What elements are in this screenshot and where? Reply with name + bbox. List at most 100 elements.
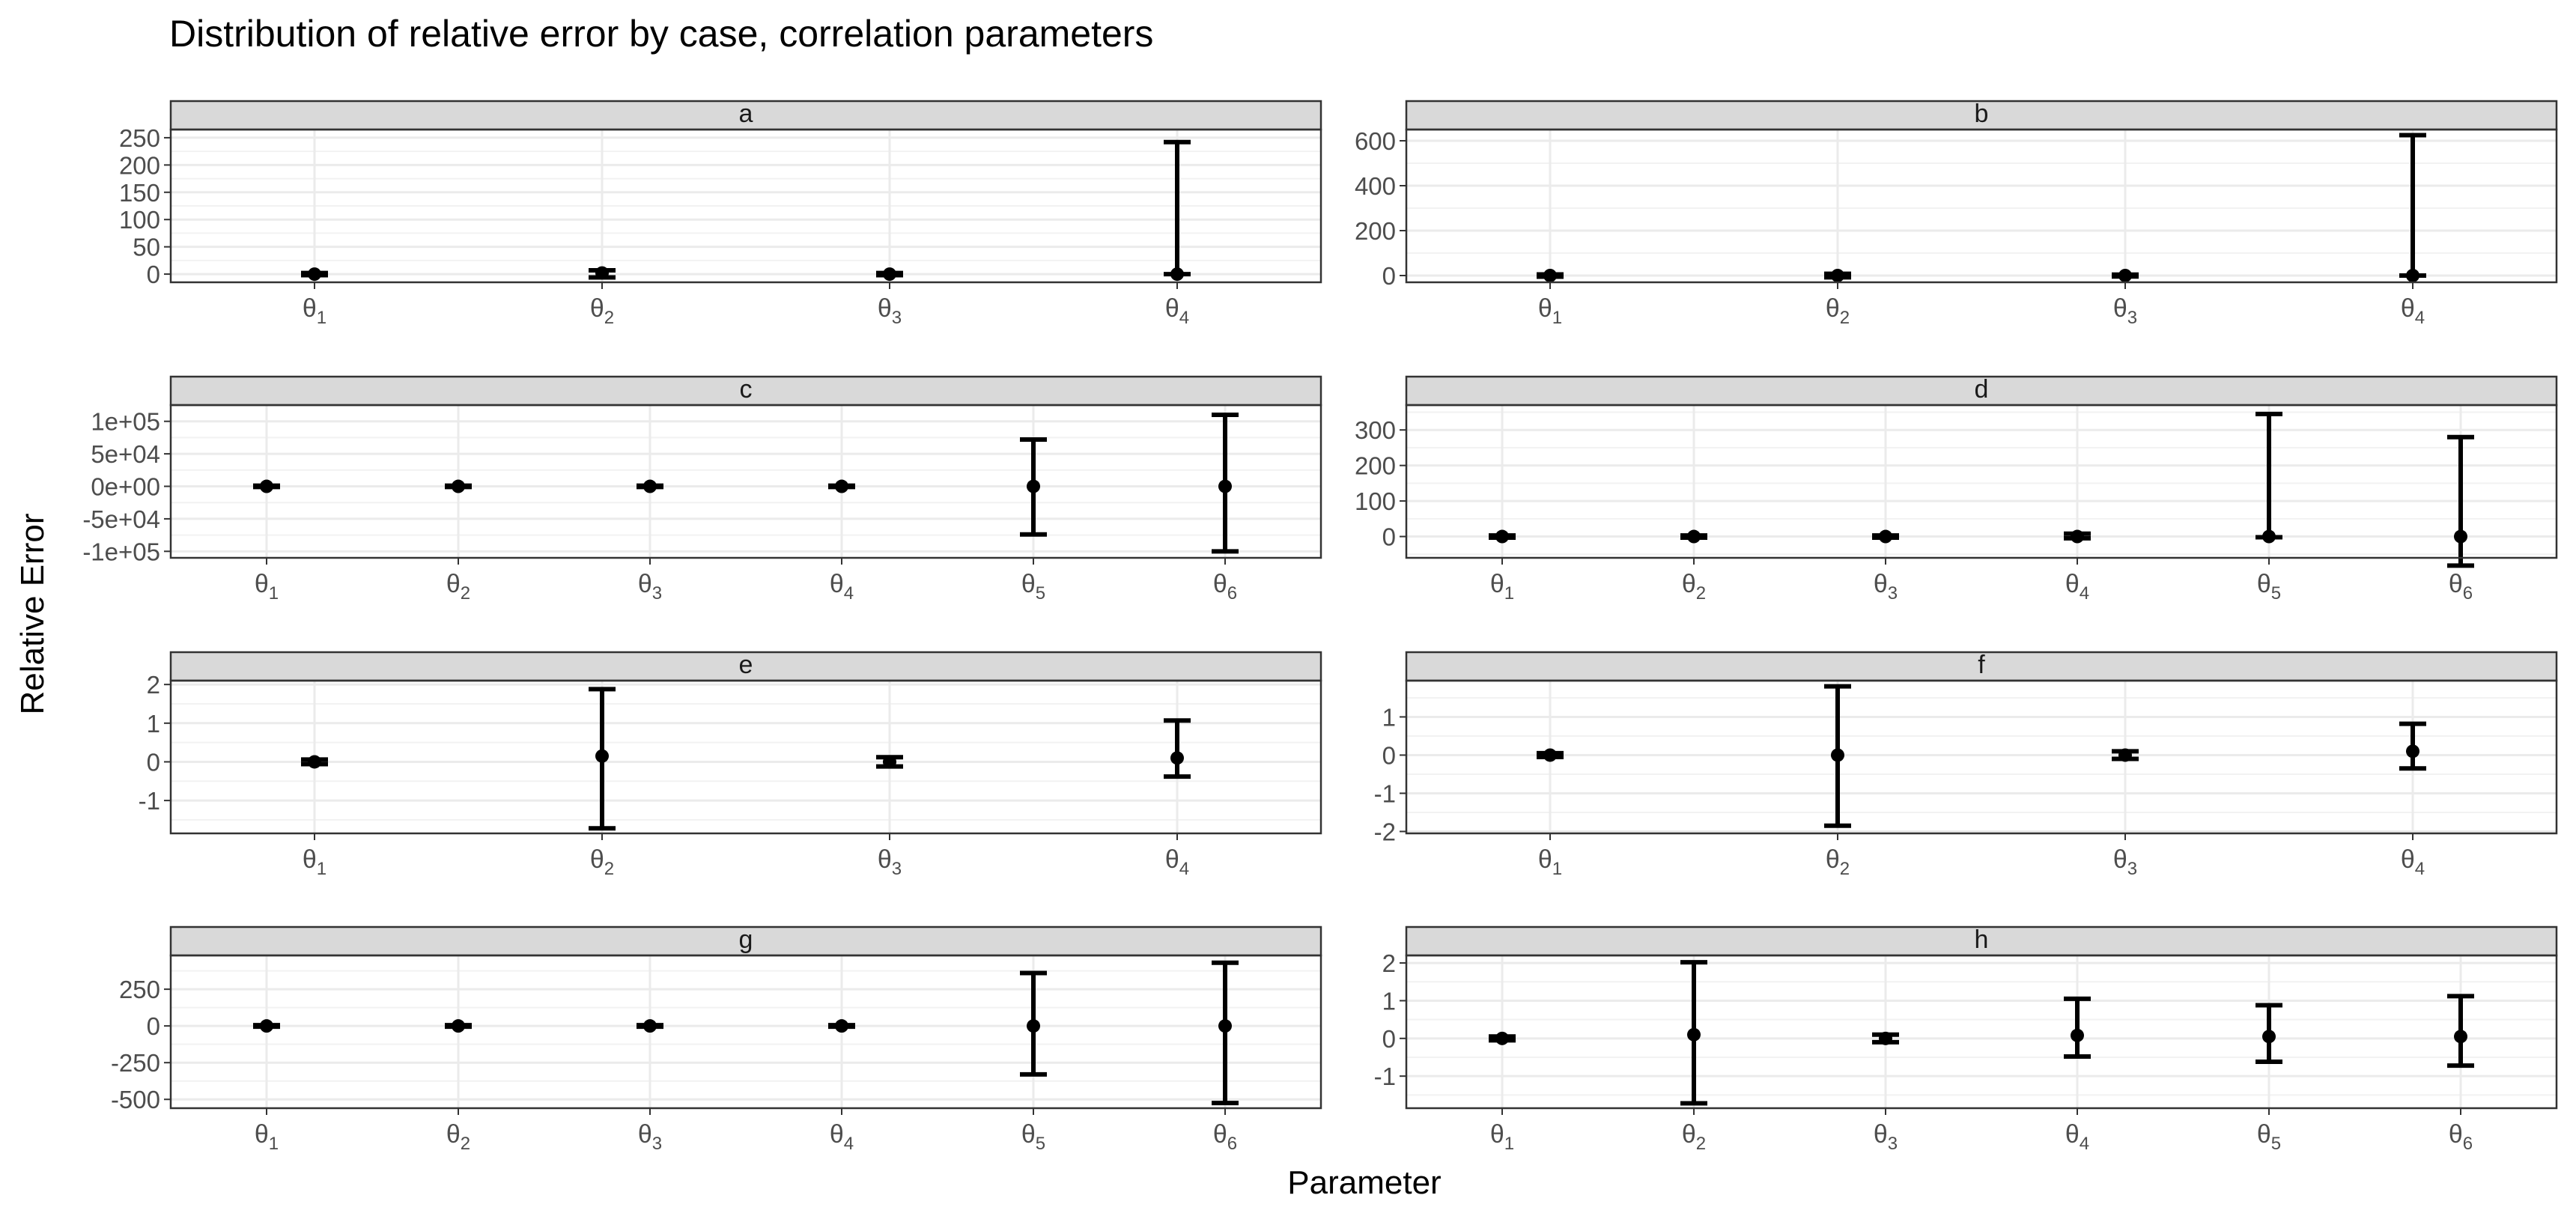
data-point: [643, 1019, 657, 1033]
x-tick-subscript: 2: [1696, 1134, 1706, 1154]
data-point: [452, 479, 465, 493]
y-tick-label: 250: [119, 976, 160, 1003]
y-tick-label: 400: [1355, 172, 1396, 200]
strip-border: [1405, 100, 2558, 131]
y-axis-title: Relative Error: [14, 514, 51, 715]
y-tick-label: 150: [119, 179, 160, 207]
strip-border: [1405, 651, 2558, 682]
chart-title: Distribution of relative error by case, …: [169, 13, 1153, 55]
data-point: [835, 479, 848, 493]
x-tick-subscript: 4: [2080, 583, 2089, 604]
x-tick-subscript: 4: [1179, 859, 1189, 879]
y-tick-label: -250: [111, 1049, 160, 1077]
x-tick-subscript: 3: [892, 859, 902, 879]
x-tick-subscript: 2: [461, 583, 470, 604]
y-tick-label: 0: [147, 1012, 160, 1040]
x-tick-subscript: 2: [604, 308, 614, 328]
x-tick-subscript: 5: [2271, 583, 2281, 604]
x-tick-label: θ6: [1213, 1120, 1237, 1154]
strip-label: c: [740, 375, 753, 404]
strip-background: [1406, 927, 2557, 955]
data-point: [1543, 269, 1557, 282]
x-tick-label: θ5: [1021, 1120, 1045, 1154]
strip-label: h: [1975, 925, 1989, 954]
y-tick-label: -5e+04: [82, 505, 160, 533]
data-point: [1831, 748, 1844, 762]
data-point: [1495, 1031, 1509, 1045]
y-tick-label: 200: [1355, 217, 1396, 245]
y-tick-label: 250: [119, 124, 160, 152]
x-tick-label: θ6: [2449, 1120, 2473, 1154]
strip-border: [169, 375, 1322, 407]
strip-background: [1406, 101, 2557, 130]
y-tick-label: 600: [1355, 127, 1396, 155]
x-tick-subscript: 6: [2463, 583, 2473, 604]
data-point: [2406, 269, 2419, 282]
y-tick-label: 2: [147, 671, 160, 699]
data-point: [643, 479, 657, 493]
strip-label: e: [739, 651, 753, 679]
x-tick-subscript: 3: [892, 308, 902, 328]
y-tick-label: 0: [147, 748, 160, 776]
x-tick-subscript: 3: [1888, 1134, 1898, 1154]
strip-border: [169, 925, 1322, 957]
data-point: [1170, 267, 1184, 282]
strip-border: [1405, 375, 2558, 407]
y-tick-label: -1: [1374, 779, 1396, 807]
strip-border: [169, 651, 1322, 682]
y-tick-label: 1: [1382, 987, 1396, 1015]
strip-background: [1406, 652, 2557, 681]
y-tick-label: 1: [1382, 703, 1396, 731]
y-tick-label: -500: [111, 1086, 160, 1113]
data-point: [308, 267, 321, 282]
y-tick-label: 0: [1382, 1025, 1396, 1053]
data-point: [1879, 529, 1892, 544]
y-tick-label: 100: [119, 206, 160, 234]
strip-label: d: [1975, 375, 1989, 404]
y-tick-label: -1e+05: [82, 538, 160, 565]
y-tick-label: -2: [1374, 818, 1396, 845]
y-tick-label: 1e+05: [91, 408, 160, 436]
strip-background: [171, 101, 1321, 130]
x-tick-subscript: 4: [2415, 859, 2425, 879]
data-point: [883, 755, 896, 769]
x-tick-subscript: 1: [269, 1134, 279, 1154]
data-point: [1687, 529, 1701, 544]
data-point: [2454, 529, 2467, 544]
strip-label: f: [1978, 651, 1985, 679]
strip-border: [1405, 925, 2558, 957]
data-point: [308, 755, 321, 769]
data-point: [1831, 269, 1844, 282]
data-point: [260, 1019, 273, 1033]
y-tick-label: 5e+04: [91, 440, 160, 468]
data-point: [1027, 1019, 1040, 1033]
data-point: [2071, 1028, 2084, 1042]
x-tick-label: θ3: [2113, 294, 2137, 328]
x-tick-label: θ1: [1490, 1120, 1514, 1154]
x-tick-subscript: 1: [317, 859, 326, 879]
x-axis-title: Parameter: [1287, 1164, 1441, 1201]
data-point: [2406, 744, 2419, 759]
y-tick-label: 0: [1382, 523, 1396, 551]
x-tick-subscript: 6: [1227, 1134, 1237, 1154]
x-tick-subscript: 6: [1227, 583, 1237, 604]
data-point: [1027, 479, 1040, 493]
x-tick-subscript: 2: [1696, 583, 1706, 604]
strip-label: b: [1975, 100, 1989, 128]
y-tick-label: 0: [1382, 741, 1396, 769]
x-tick-subscript: 4: [844, 583, 854, 604]
strip-background: [1406, 377, 2557, 405]
data-point: [1170, 751, 1184, 765]
x-tick-label: θ2: [1682, 1120, 1706, 1154]
data-point: [595, 749, 609, 763]
y-tick-label: 1: [147, 710, 160, 738]
y-tick-label: 0: [147, 261, 160, 288]
x-tick-subscript: 4: [1179, 308, 1189, 328]
